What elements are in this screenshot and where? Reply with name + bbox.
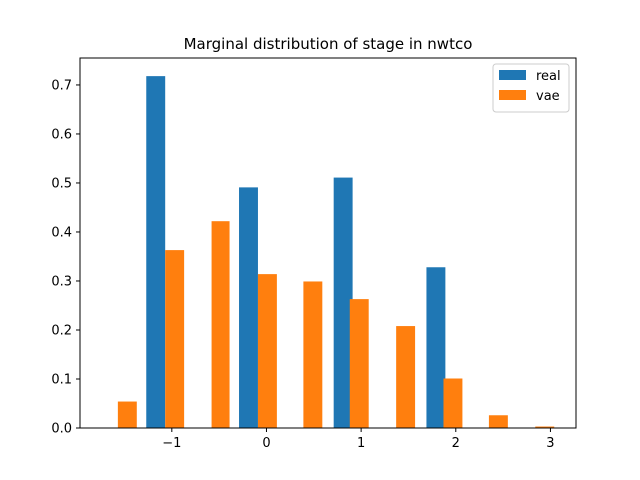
- legend-label-real: real: [536, 69, 561, 84]
- bar-vae-7: [443, 378, 463, 428]
- y-axis: 0.0 0.1 0.2 0.3 0.4 0.5 0.6 0.7: [51, 78, 80, 437]
- y-tick-label: 0.7: [51, 78, 72, 93]
- bar-vae-9: [535, 426, 555, 428]
- bar-vae-8: [488, 415, 508, 428]
- legend-swatch-real: [499, 70, 526, 80]
- bar-vae-3: [257, 274, 277, 428]
- bars-layer: [117, 76, 555, 429]
- bar-vae-0: [117, 401, 137, 428]
- y-tick-label: 0.2: [51, 323, 72, 338]
- x-tick-label: 3: [546, 436, 554, 451]
- x-axis: −1 0 1 2 3: [162, 428, 555, 451]
- bar-vae-1: [165, 250, 185, 428]
- legend-swatch-vae: [499, 90, 526, 100]
- chart-title: Marginal distribution of stage in nwtco: [184, 35, 473, 53]
- bar-vae-4: [303, 281, 323, 428]
- y-tick-label: 0.5: [51, 176, 72, 191]
- y-tick-label: 0.0: [51, 422, 72, 437]
- y-tick-label: 0.4: [51, 225, 72, 240]
- plot-frame: [79, 57, 577, 429]
- x-tick-label: 1: [357, 436, 365, 451]
- x-tick-label: 2: [452, 436, 460, 451]
- bar-real-0: [146, 76, 166, 429]
- y-tick-label: 0.6: [51, 127, 72, 142]
- bar-vae-5: [349, 299, 369, 428]
- bar-real-1: [239, 187, 258, 428]
- x-tick-label: 0: [262, 436, 270, 451]
- legend: real vae: [492, 63, 570, 113]
- y-tick-label: 0.3: [51, 274, 72, 289]
- bar-vae-6: [396, 326, 416, 428]
- legend-label-vae: vae: [536, 89, 560, 104]
- bar-vae-2: [211, 221, 230, 428]
- y-tick-label: 0.1: [51, 372, 72, 387]
- x-tick-label: −1: [162, 436, 181, 451]
- bar-real-3: [426, 267, 446, 428]
- bar-real-2: [333, 177, 353, 428]
